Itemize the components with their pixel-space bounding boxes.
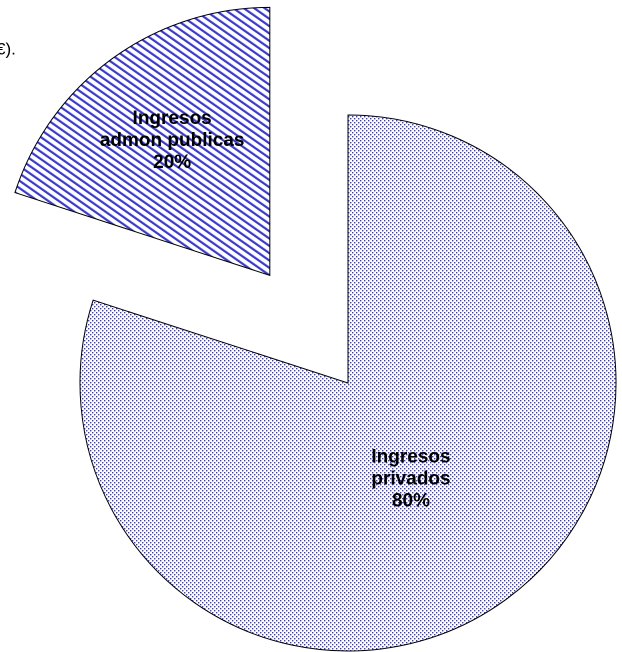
pie-slice [79,114,617,652]
pie-slice [14,6,271,277]
chart-title: €). [0,39,16,58]
slice-label: Ingresos privados [371,447,450,490]
value-label: 20% [153,152,191,173]
slice-label: Ingresos admon publicas [100,108,245,151]
value-label: 80% [392,491,430,512]
